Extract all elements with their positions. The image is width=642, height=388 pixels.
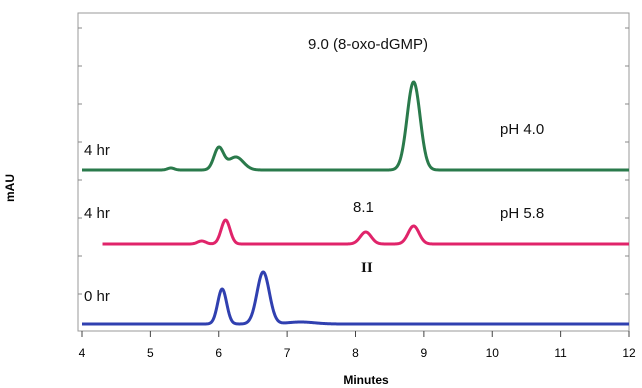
ph-label-top: pH 4.0: [500, 121, 544, 138]
x-tick-label: 4: [79, 346, 86, 360]
peak-label-top: 9.0 (8-oxo-dGMP): [308, 36, 428, 53]
series-trace-2: [101, 218, 630, 246]
plot-frame: [77, 12, 630, 332]
peak-label-roman: II: [361, 260, 373, 276]
x-tick-label: 9: [421, 346, 428, 360]
x-tick-label: 10: [486, 346, 500, 360]
peak-label-mid: 8.1: [353, 199, 374, 216]
y-axis-ticks: [78, 27, 629, 295]
x-axis-label: Minutes: [343, 373, 389, 387]
series-trace-1: [81, 80, 630, 172]
series-layer: [81, 80, 630, 326]
x-tick-label: 11: [554, 346, 567, 360]
y-axis-label: mAU: [3, 174, 17, 202]
time-label-bottom: 0 hr: [84, 288, 110, 305]
x-tick-label: 12: [622, 346, 636, 360]
x-tick-label: 8: [352, 346, 359, 360]
ph-label-mid: pH 5.8: [500, 205, 544, 222]
time-label-top: 4 hr: [84, 142, 110, 159]
series-trace-3: [81, 270, 630, 326]
time-label-mid: 4 hr: [84, 205, 110, 222]
x-tick-label: 5: [147, 346, 154, 360]
x-tick-label: 6: [215, 346, 222, 360]
x-tick-label: 7: [284, 346, 291, 360]
x-axis-ticks: 4 5 6 7 8 9 10 11 12: [79, 331, 636, 360]
